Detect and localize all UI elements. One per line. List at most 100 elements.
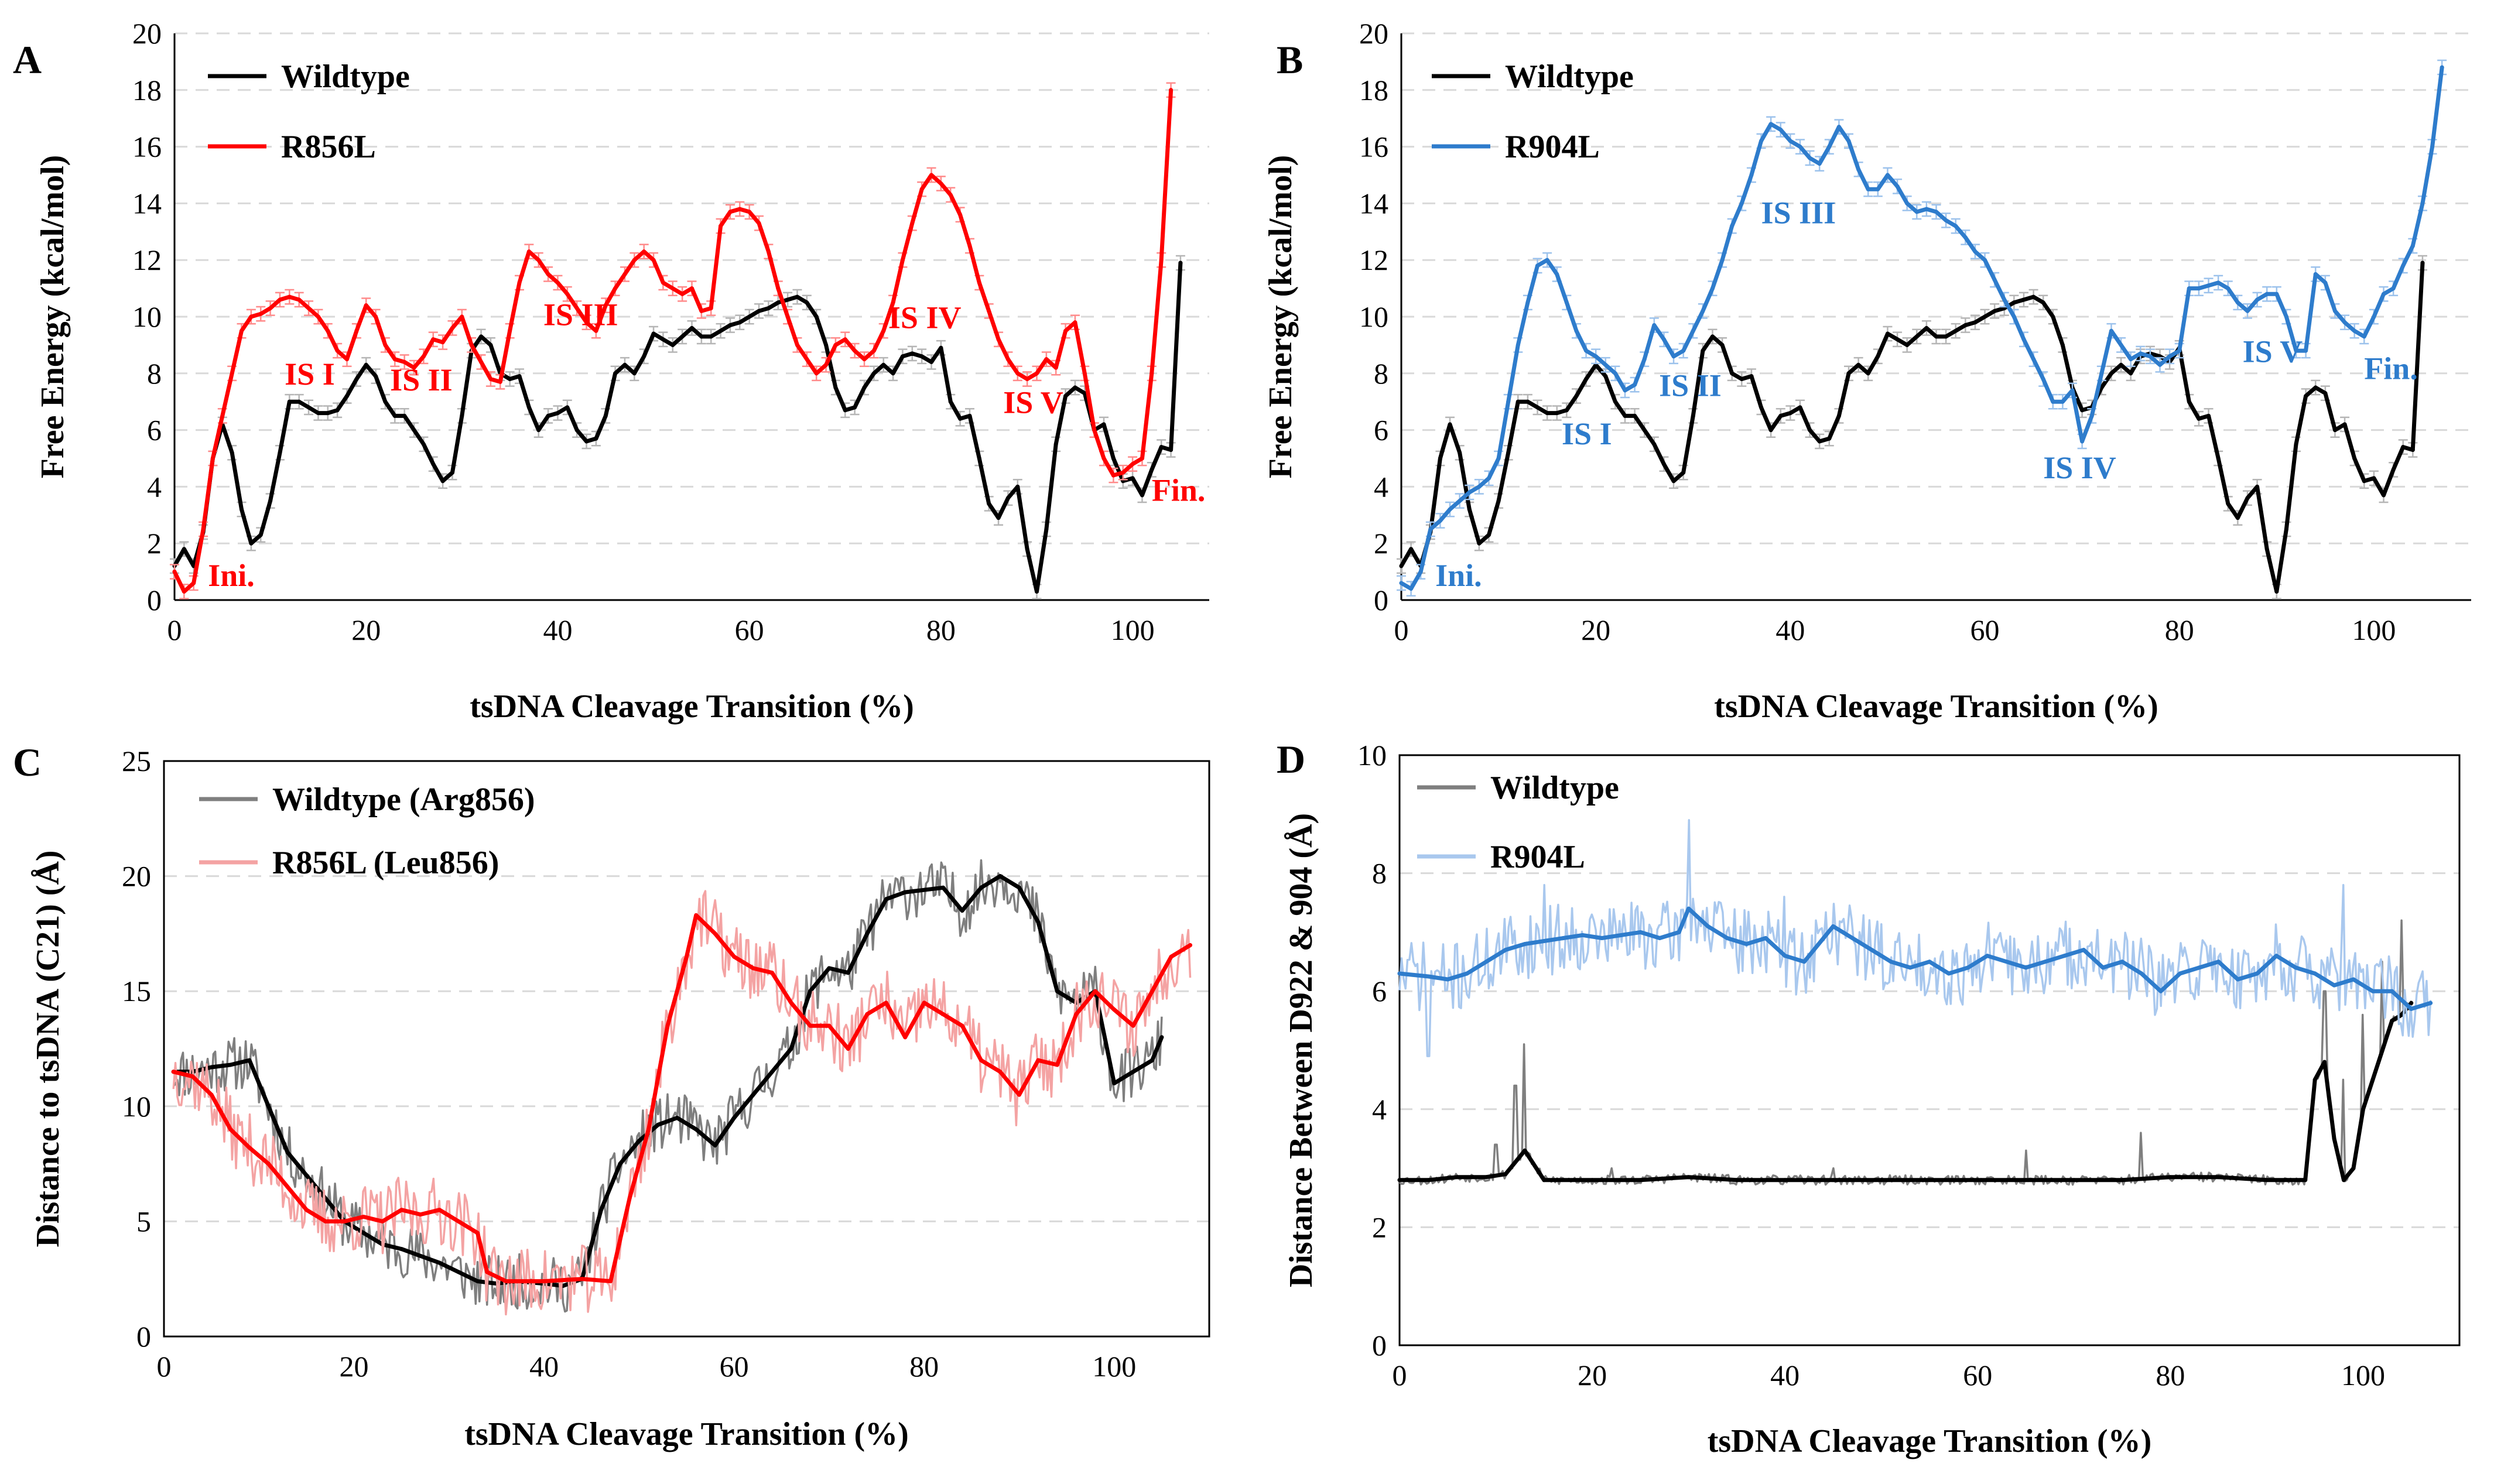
- data-point: [354, 376, 359, 381]
- data-point: [833, 342, 838, 347]
- data-point: [498, 379, 502, 384]
- data-point: [665, 1023, 670, 1028]
- data-point: [209, 1092, 214, 1097]
- data-point: [2072, 1178, 2076, 1183]
- data-point: [846, 971, 850, 975]
- data-point: [1074, 1012, 1079, 1017]
- data-point: [776, 286, 781, 291]
- annotation-label: IS V: [1003, 385, 1063, 420]
- data-point: [2274, 292, 2279, 296]
- data-point: [1783, 954, 1787, 958]
- data-point: [1477, 541, 1482, 546]
- data-point: [1821, 935, 1826, 940]
- data-point: [1063, 328, 1068, 333]
- data-point: [555, 280, 560, 285]
- data-point: [891, 371, 895, 376]
- data-point: [460, 413, 464, 418]
- data-point: [2177, 348, 2182, 353]
- data-point: [2245, 309, 2250, 313]
- legend-label: R904L: [1505, 129, 1600, 165]
- data-point: [1025, 376, 1029, 381]
- data-point: [1831, 924, 1835, 928]
- data-point: [485, 1270, 490, 1274]
- data-point: [948, 193, 953, 197]
- series-r856l-leu856: [171, 890, 1193, 1316]
- y-axis-title: Free Energy (kcal/mol): [35, 155, 71, 479]
- data-point: [1973, 249, 1978, 254]
- data-point: [1914, 334, 1919, 339]
- x-tick-label: 80: [926, 614, 956, 646]
- data-point: [1866, 371, 1870, 376]
- data-point: [751, 966, 755, 971]
- data-point: [1778, 413, 1783, 418]
- data-point: [1542, 1178, 1547, 1183]
- annotation-label: IS IV: [2043, 450, 2116, 485]
- data-point: [2100, 965, 2105, 970]
- data-point: [622, 362, 627, 367]
- data-point: [2216, 959, 2221, 964]
- data-point: [2031, 294, 2036, 299]
- data-point: [2440, 65, 2444, 70]
- data-point: [979, 1058, 984, 1063]
- data-point: [364, 362, 368, 367]
- data-point: [1836, 413, 1841, 418]
- data-point: [1681, 348, 1686, 353]
- data-point: [2352, 328, 2357, 333]
- data-point: [2119, 342, 2123, 347]
- y-tick-label: 8: [147, 357, 162, 390]
- data-point: [364, 303, 368, 308]
- data-point: [326, 411, 330, 416]
- data-point: [1428, 527, 1433, 532]
- x-tick-label: 100: [1111, 614, 1155, 646]
- data-point: [536, 258, 541, 262]
- x-tick-label: 60: [720, 1350, 749, 1383]
- data-point: [1188, 943, 1193, 948]
- legend-label: Wildtype (Arg856): [272, 782, 535, 818]
- data-point: [713, 931, 717, 936]
- data-point: [2158, 989, 2163, 993]
- data-point: [258, 311, 263, 316]
- data-point: [1905, 342, 1910, 347]
- series-raw-trace: [172, 890, 1192, 1316]
- data-point: [230, 371, 234, 376]
- data-point: [1966, 965, 1970, 970]
- data-point: [2070, 388, 2075, 393]
- data-point: [1399, 581, 1404, 585]
- data-point: [2167, 354, 2172, 359]
- data-point: [1486, 476, 1491, 481]
- panel-letter: A: [13, 37, 42, 82]
- data-point: [977, 280, 981, 285]
- data-point: [1101, 422, 1106, 427]
- data-point: [2060, 399, 2065, 404]
- y-tick-label: 8: [1374, 357, 1388, 390]
- data-point: [919, 354, 924, 359]
- data-point: [2401, 445, 2406, 450]
- data-point: [651, 258, 656, 262]
- data-point: [2390, 989, 2394, 993]
- data-point: [2391, 286, 2396, 291]
- data-point: [2021, 297, 2026, 302]
- legend-entry: R856L (Leu856): [199, 845, 499, 881]
- data-point: [1946, 971, 1951, 976]
- data-point: [431, 462, 436, 467]
- data-point: [1448, 507, 1452, 512]
- data-point: [1788, 139, 1792, 143]
- data-point: [598, 1208, 603, 1212]
- data-point: [580, 1277, 584, 1281]
- y-axis-title: Free Energy (kcal/mol): [1263, 155, 1299, 479]
- data-point: [412, 365, 416, 370]
- data-point: [656, 1122, 661, 1127]
- y-tick-label: 20: [122, 860, 151, 893]
- data-point: [1025, 547, 1029, 551]
- data-point: [2120, 959, 2124, 964]
- y-tick-label: 12: [1359, 244, 1388, 276]
- data-point: [1905, 201, 1910, 205]
- data-point: [1015, 484, 1020, 489]
- data-point: [1574, 328, 1579, 333]
- data-point: [172, 570, 177, 574]
- data-point: [1652, 323, 1657, 328]
- data-point: [182, 589, 186, 594]
- data-point: [1895, 184, 1900, 189]
- data-point: [1657, 935, 1662, 940]
- data-point: [171, 1070, 176, 1074]
